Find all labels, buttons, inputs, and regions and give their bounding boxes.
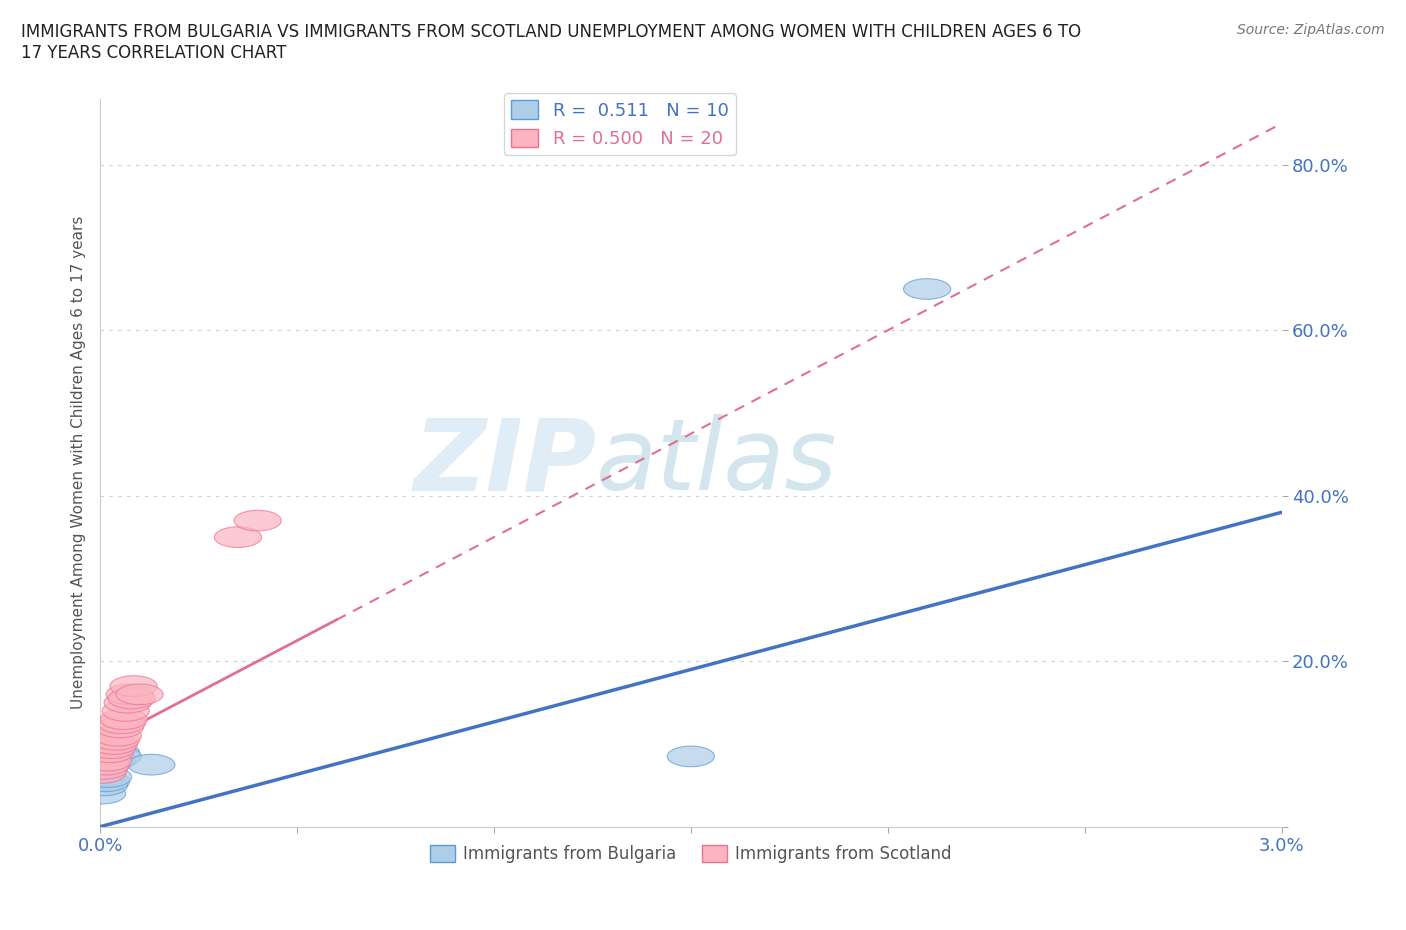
Ellipse shape — [89, 737, 135, 759]
Ellipse shape — [84, 751, 132, 771]
Ellipse shape — [128, 754, 174, 775]
Ellipse shape — [79, 783, 125, 804]
Ellipse shape — [108, 688, 155, 709]
Text: IMMIGRANTS FROM BULGARIA VS IMMIGRANTS FROM SCOTLAND UNEMPLOYMENT AMONG WOMEN WI: IMMIGRANTS FROM BULGARIA VS IMMIGRANTS F… — [21, 23, 1081, 62]
Ellipse shape — [98, 713, 145, 734]
Ellipse shape — [84, 766, 132, 788]
Ellipse shape — [904, 279, 950, 299]
Legend: Immigrants from Bulgaria, Immigrants from Scotland: Immigrants from Bulgaria, Immigrants fro… — [423, 838, 959, 870]
Ellipse shape — [83, 771, 129, 791]
Ellipse shape — [89, 751, 135, 771]
Ellipse shape — [93, 742, 139, 763]
Y-axis label: Unemployment Among Women with Children Ages 6 to 17 years: Unemployment Among Women with Children A… — [72, 216, 86, 710]
Ellipse shape — [80, 775, 128, 796]
Ellipse shape — [233, 511, 281, 531]
Ellipse shape — [668, 746, 714, 766]
Ellipse shape — [90, 734, 138, 754]
Ellipse shape — [115, 684, 163, 705]
Text: atlas: atlas — [596, 414, 838, 512]
Ellipse shape — [83, 754, 129, 775]
Text: ZIP: ZIP — [413, 414, 596, 512]
Ellipse shape — [80, 759, 128, 779]
Ellipse shape — [110, 676, 157, 697]
Ellipse shape — [214, 526, 262, 548]
Ellipse shape — [86, 742, 134, 763]
Ellipse shape — [103, 700, 149, 722]
Ellipse shape — [105, 684, 153, 705]
Ellipse shape — [79, 763, 125, 783]
Ellipse shape — [104, 692, 152, 713]
Ellipse shape — [96, 717, 143, 737]
Ellipse shape — [100, 709, 148, 729]
Ellipse shape — [94, 746, 142, 766]
Ellipse shape — [93, 729, 139, 751]
Ellipse shape — [94, 725, 142, 746]
Text: Source: ZipAtlas.com: Source: ZipAtlas.com — [1237, 23, 1385, 37]
